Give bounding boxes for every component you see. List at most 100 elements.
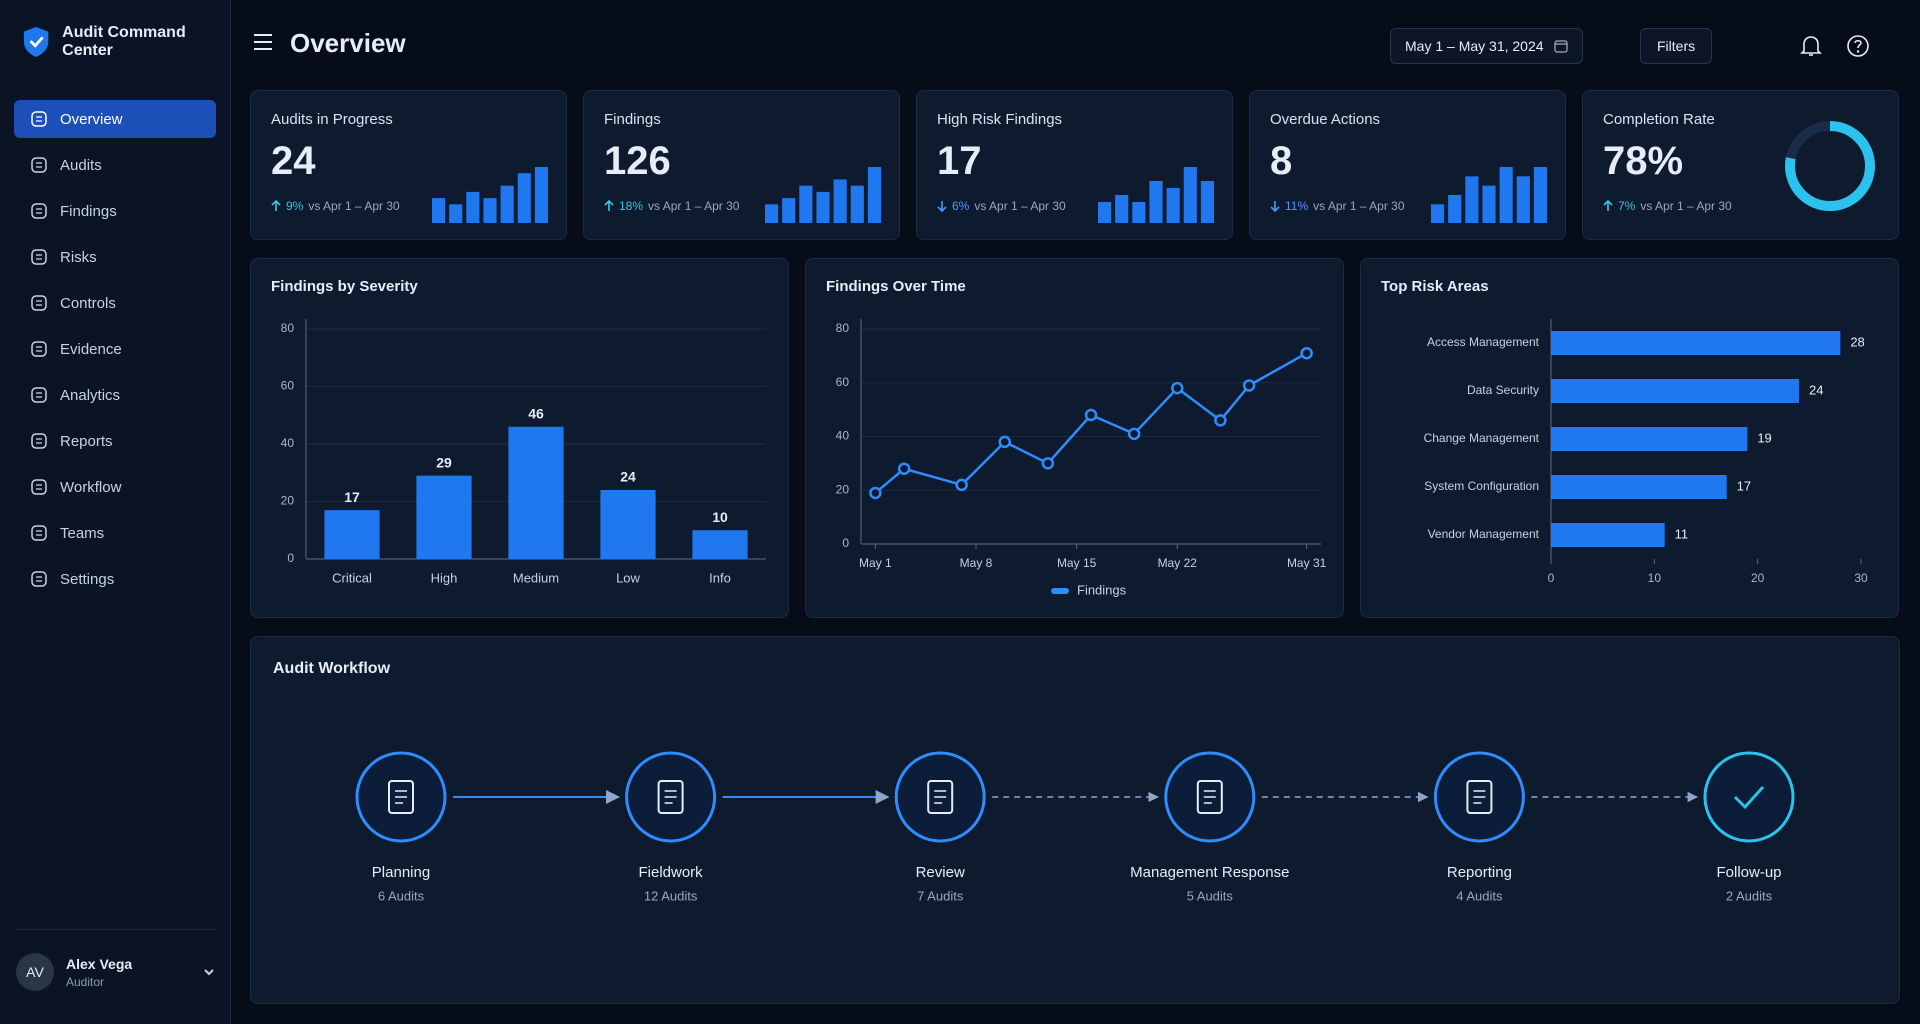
help-button[interactable] (1846, 34, 1870, 58)
nav-label: Overview (60, 110, 123, 128)
y-tick-label: Data Security (1467, 383, 1539, 397)
change-arrow (1270, 201, 1280, 212)
notifications-button[interactable] (1800, 34, 1822, 58)
nav-item[interactable]: Controls (14, 284, 216, 322)
kpi-card: Findings 126 18% vs Apr 1 – Apr 30 (583, 90, 900, 240)
x-tick-label: May 31 (1287, 556, 1327, 570)
nav-icon (31, 249, 47, 265)
kpi-change: 11% vs Apr 1 – Apr 30 (1270, 199, 1405, 213)
spark-bar (432, 198, 446, 223)
nav-icon-shape (31, 387, 47, 403)
y-tick-label: 60 (836, 375, 850, 389)
nav-item[interactable]: Audits (14, 146, 216, 184)
nav-icon-shape (36, 254, 42, 260)
nav-item[interactable]: Analytics (14, 376, 216, 414)
y-tick-label: 40 (281, 436, 295, 450)
value-label: 17 (1737, 478, 1751, 493)
nav-item[interactable]: Settings (14, 560, 216, 598)
point (1300, 346, 1313, 360)
change-arrow (271, 200, 281, 211)
stage-circle[interactable] (1703, 751, 1795, 843)
donut (1785, 121, 1875, 211)
x-tick-label: 0 (1548, 571, 1555, 585)
stage-label: Review (916, 864, 965, 881)
y-tick-label: System Configuration (1424, 479, 1539, 493)
nav-label: Workflow (60, 478, 122, 496)
x-tick-label: Medium (513, 570, 559, 585)
chart-card: Top Risk Areas 0 10 20 30 Access Management 28… (1360, 258, 1899, 618)
kpi-comparison: vs Apr 1 – Apr 30 (1640, 199, 1732, 213)
sparkline (432, 167, 548, 223)
kpi-change: 18% vs Apr 1 – Apr 30 (604, 199, 739, 213)
value-label: 11 (1675, 526, 1689, 541)
nav-label: Reports (60, 432, 113, 450)
spark-bar (850, 185, 864, 223)
kpi-value: 8 (1270, 139, 1293, 183)
stage-icon (657, 780, 684, 814)
chart: Top Risk Areas 0 10 20 30 Access Management 28… (1381, 278, 1868, 585)
nav-icon (31, 525, 47, 541)
nav-icon-shape (31, 111, 47, 127)
spark-bar (816, 191, 830, 223)
workflow-title: Audit Workflow (273, 660, 391, 677)
change-arrow-shape (604, 200, 614, 211)
point (869, 486, 882, 500)
nav-item[interactable]: Workflow (14, 468, 216, 506)
stage-count: 12 Audits (644, 888, 698, 903)
chevron (204, 969, 214, 976)
date-picker[interactable]: May 1 – May 31, 2024 (1390, 28, 1583, 64)
stage-icon (1196, 780, 1223, 814)
kpi-card: High Risk Findings 17 6% vs Apr 1 – Apr 30 (916, 90, 1233, 240)
workflow: Audit Workflow Planning 6 Audits Fieldwork 1… (273, 660, 1795, 903)
point (998, 435, 1011, 449)
nav-item[interactable]: Reports (14, 422, 216, 460)
y-tick-label: 0 (842, 536, 849, 550)
filters-button[interactable]: Filters (1640, 28, 1713, 64)
nav-icon (31, 295, 47, 311)
nav-label: Analytics (60, 386, 121, 404)
nav-label: Teams (60, 524, 105, 542)
stage-icon (664, 790, 677, 804)
spark-bar (449, 204, 463, 223)
spark-bar (1516, 176, 1530, 223)
kpi-value: 126 (604, 139, 671, 183)
bar (508, 426, 564, 559)
page-title: Overview (290, 28, 406, 58)
y-tick-label: 0 (287, 551, 294, 565)
chart-card: Findings Over Time 0 20 40 60 80 May 1 May 8 May… (805, 258, 1344, 618)
nav-icon-shape (36, 392, 42, 398)
nav-item[interactable]: Findings (14, 192, 216, 230)
stage-label: Follow-up (1716, 864, 1781, 881)
value-label: 17 (344, 489, 360, 505)
menu-button[interactable] (252, 32, 274, 52)
bar (1551, 475, 1727, 499)
bar (1551, 523, 1665, 547)
chart: Findings Over Time 0 20 40 60 80 May 1 May 8 May… (826, 278, 1327, 597)
nav-item[interactable]: Teams (14, 514, 216, 552)
brand: Audit Command Center (22, 24, 230, 60)
nav-icon-shape (36, 162, 42, 168)
nav-item[interactable]: Overview (14, 100, 216, 138)
spark-bar (1499, 167, 1513, 223)
nav-item[interactable]: Risks (14, 238, 216, 276)
stage-icon (934, 790, 947, 804)
user-name: Alex Vega (66, 955, 133, 972)
chart: Findings by Severity 0 20 40 60 80 17 Critical 2… (271, 278, 766, 585)
spark-bar (1200, 181, 1214, 223)
nav-icon-shape (31, 571, 47, 587)
stage-count: 5 Audits (1187, 888, 1234, 903)
user-panel[interactable]: AV Alex Vega Auditor (16, 929, 216, 1000)
x-tick-label: 20 (1751, 571, 1765, 585)
donut-arc (1785, 121, 1875, 211)
nav-label: Evidence (60, 340, 122, 358)
y-tick-label: 20 (281, 494, 295, 508)
x-tick-label: High (431, 570, 458, 585)
kpi-label: High Risk Findings (937, 111, 1063, 128)
y-tick-label: Vendor Management (1428, 527, 1540, 541)
value-label: 28 (1850, 334, 1864, 349)
y-tick-label: 80 (281, 321, 295, 335)
nav-item[interactable]: Evidence (14, 330, 216, 368)
nav-icon-shape (31, 203, 47, 219)
nav-icon (31, 203, 47, 219)
